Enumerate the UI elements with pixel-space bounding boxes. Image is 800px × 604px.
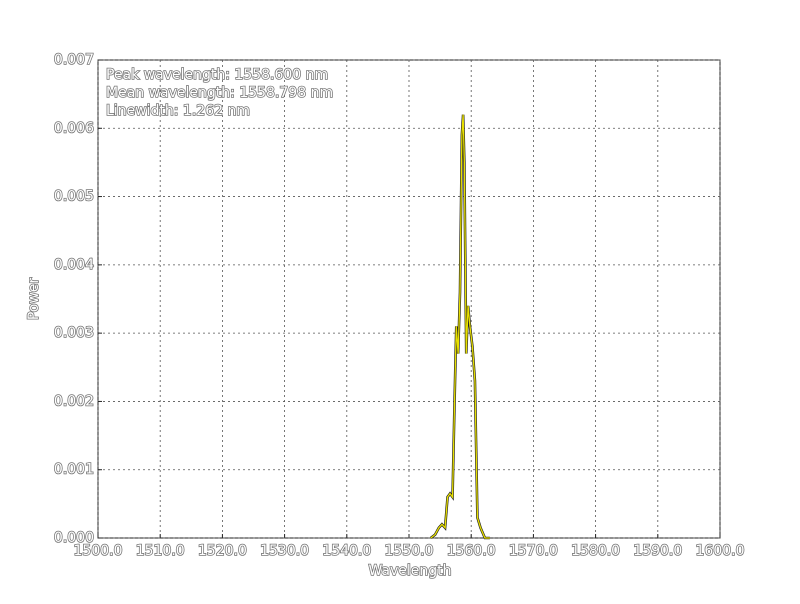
x-tick-label: 1530.0 xyxy=(260,543,309,559)
x-tick-label: 1550.0 xyxy=(385,543,434,559)
x-tick-label: 1570.0 xyxy=(509,543,558,559)
x-tick-label: 1580.0 xyxy=(571,543,620,559)
x-tick-label: 1600.0 xyxy=(696,543,745,559)
annotation: Peak wavelength: 1558.600 nm xyxy=(106,67,328,83)
x-tick-label: 1520.0 xyxy=(198,543,247,559)
annotation: Mean wavelength: 1558.798 nm xyxy=(106,85,333,101)
y-axis-label: Power xyxy=(26,278,42,321)
x-tick-label: 1540.0 xyxy=(322,543,371,559)
y-tick-label: 0.001 xyxy=(54,462,94,478)
plot-frame xyxy=(97,59,721,539)
data-line xyxy=(430,114,490,539)
y-tick-label: 0.004 xyxy=(54,257,94,273)
y-tick-label: 0.003 xyxy=(54,325,94,341)
x-tick-label: 1590.0 xyxy=(633,543,682,559)
y-tick-label: 0.000 xyxy=(54,530,94,546)
x-tick-label: 1510.0 xyxy=(136,543,185,559)
y-tick-label: 0.002 xyxy=(54,393,94,409)
x-tick-label: 1500.0 xyxy=(74,543,123,559)
annotation: Linewidth: 1.262 nm xyxy=(106,103,250,119)
y-tick-label: 0.005 xyxy=(54,189,94,205)
y-tick-label: 0.006 xyxy=(54,120,94,136)
x-tick-label: 1560.0 xyxy=(447,543,496,559)
x-axis-label: Wavelength xyxy=(368,563,451,579)
y-tick-label: 0.007 xyxy=(54,52,94,68)
